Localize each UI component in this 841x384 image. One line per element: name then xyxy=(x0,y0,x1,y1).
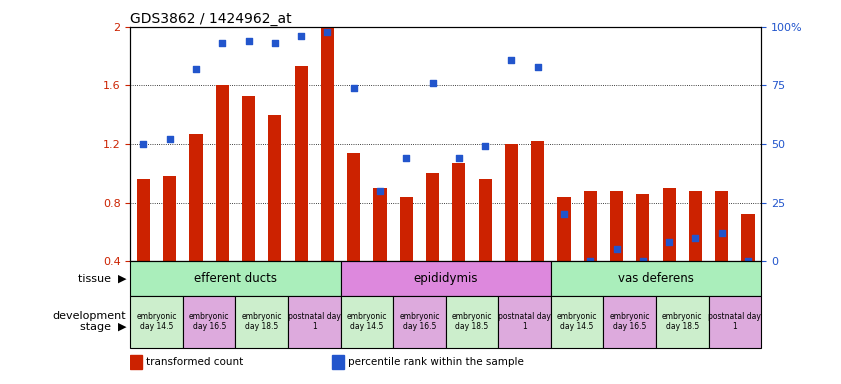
Text: embryonic
day 18.5: embryonic day 18.5 xyxy=(241,312,282,331)
Text: vas deferens: vas deferens xyxy=(618,272,694,285)
Text: GDS3862 / 1424962_at: GDS3862 / 1424962_at xyxy=(130,12,292,26)
Point xyxy=(558,211,571,217)
Text: postnatal day
1: postnatal day 1 xyxy=(498,312,551,331)
Bar xyxy=(163,176,177,261)
Bar xyxy=(558,197,570,261)
Bar xyxy=(584,191,597,261)
Point xyxy=(189,66,203,72)
Point xyxy=(320,28,334,35)
Bar xyxy=(551,261,761,296)
Point xyxy=(347,85,361,91)
Bar xyxy=(610,191,623,261)
Bar xyxy=(532,141,544,261)
Point xyxy=(636,258,649,264)
Point xyxy=(715,230,728,236)
Bar xyxy=(656,296,708,348)
Text: percentile rank within the sample: percentile rank within the sample xyxy=(348,357,524,367)
Bar xyxy=(189,134,203,261)
Bar xyxy=(715,191,728,261)
Point xyxy=(479,143,492,149)
Bar xyxy=(551,296,603,348)
Point xyxy=(215,40,229,46)
Bar xyxy=(505,144,518,261)
Text: development
stage  ▶: development stage ▶ xyxy=(52,311,126,333)
Point xyxy=(452,155,466,161)
Bar xyxy=(341,261,551,296)
Bar xyxy=(498,296,551,348)
Text: embryonic
day 14.5: embryonic day 14.5 xyxy=(346,312,387,331)
Text: embryonic
day 16.5: embryonic day 16.5 xyxy=(610,312,650,331)
Point xyxy=(373,188,387,194)
Text: embryonic
day 14.5: embryonic day 14.5 xyxy=(557,312,597,331)
Text: embryonic
day 16.5: embryonic day 16.5 xyxy=(399,312,440,331)
Text: embryonic
day 14.5: embryonic day 14.5 xyxy=(136,312,177,331)
Bar xyxy=(603,296,656,348)
Point xyxy=(505,56,518,63)
Text: efferent ducts: efferent ducts xyxy=(194,272,277,285)
Point xyxy=(741,258,754,264)
Bar xyxy=(446,296,498,348)
Bar xyxy=(452,163,465,261)
Bar xyxy=(708,296,761,348)
Bar xyxy=(663,188,675,261)
Point xyxy=(531,64,544,70)
Bar xyxy=(341,296,393,348)
Point xyxy=(137,141,151,147)
Point xyxy=(268,40,282,46)
Bar xyxy=(426,173,439,261)
Text: embryonic
day 18.5: embryonic day 18.5 xyxy=(662,312,702,331)
Bar xyxy=(321,27,334,261)
Bar xyxy=(268,115,282,261)
Text: postnatal day
1: postnatal day 1 xyxy=(288,312,341,331)
Bar xyxy=(235,296,288,348)
Bar xyxy=(242,96,255,261)
Bar xyxy=(130,355,141,369)
Bar xyxy=(689,191,702,261)
Point xyxy=(426,80,439,86)
Bar xyxy=(332,355,343,369)
Bar xyxy=(479,179,492,261)
Text: tissue  ▶: tissue ▶ xyxy=(77,273,126,283)
Bar xyxy=(373,188,387,261)
Bar xyxy=(182,296,235,348)
Point xyxy=(242,38,256,44)
Bar xyxy=(294,66,308,261)
Point xyxy=(663,239,676,245)
Text: transformed count: transformed count xyxy=(146,357,243,367)
Text: epididymis: epididymis xyxy=(414,272,478,285)
Bar xyxy=(399,197,413,261)
Text: embryonic
day 16.5: embryonic day 16.5 xyxy=(189,312,230,331)
Point xyxy=(294,33,308,39)
Point xyxy=(584,258,597,264)
Bar xyxy=(216,86,229,261)
Bar xyxy=(130,261,341,296)
Bar xyxy=(742,214,754,261)
Bar xyxy=(288,296,341,348)
Bar xyxy=(637,194,649,261)
Text: postnatal day
1: postnatal day 1 xyxy=(708,312,761,331)
Bar xyxy=(393,296,446,348)
Bar xyxy=(347,153,360,261)
Text: embryonic
day 18.5: embryonic day 18.5 xyxy=(452,312,492,331)
Bar xyxy=(137,179,150,261)
Point xyxy=(399,155,413,161)
Point xyxy=(689,235,702,241)
Point xyxy=(610,247,623,253)
Bar xyxy=(130,296,182,348)
Point xyxy=(163,136,177,142)
